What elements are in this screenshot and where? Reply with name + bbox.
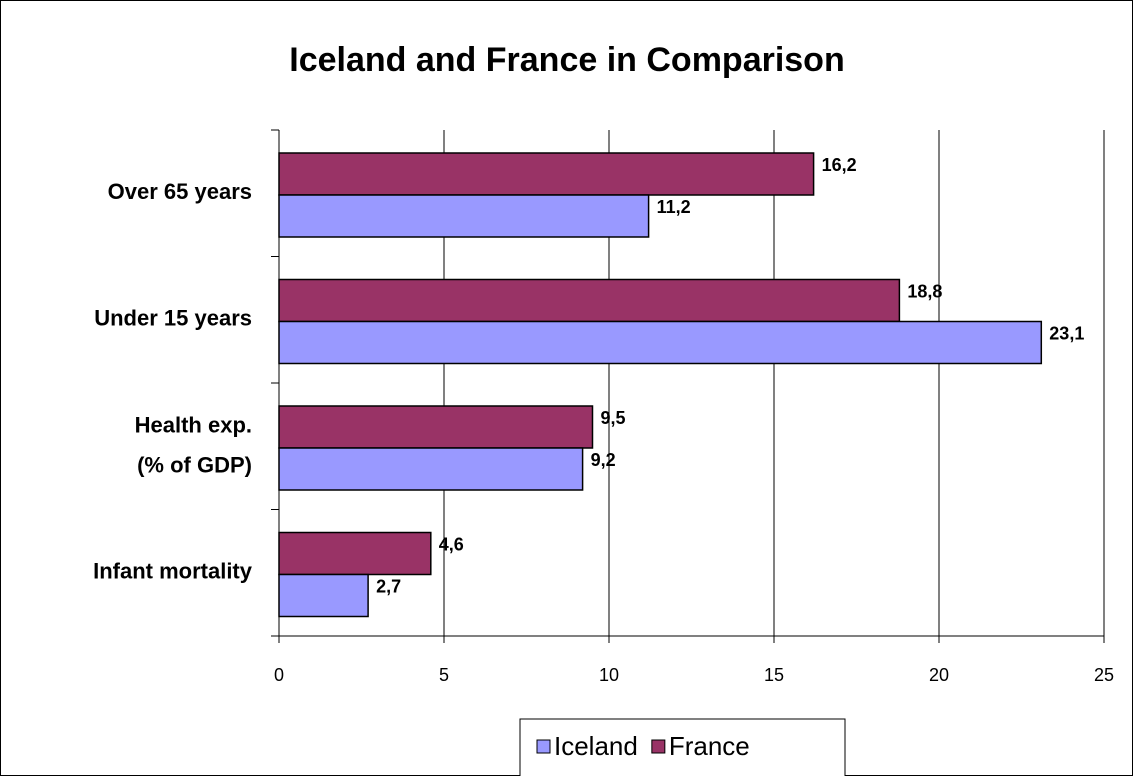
bar (278, 152, 815, 196)
value-label: 4,6 (439, 534, 464, 554)
bar (278, 531, 432, 576)
value-label: 18,8 (907, 281, 942, 301)
value-label: 2,7 (376, 576, 401, 596)
x-tick-label: 20 (929, 665, 949, 685)
label-line: Health exp. (135, 412, 252, 437)
value-label: 11,2 (657, 197, 691, 217)
x-tick-label: 15 (764, 665, 784, 685)
bar (278, 320, 1043, 365)
legend-swatch (536, 739, 551, 754)
x-tick-label: 0 (274, 665, 284, 685)
bar (278, 447, 584, 491)
x-tick-label: 25 (1094, 665, 1114, 685)
value-label: 16,2 (822, 155, 857, 175)
legend-label: Iceland (554, 731, 638, 761)
y-tick-label: Over 65 years (108, 179, 252, 204)
legend-swatch (651, 739, 666, 754)
bar (278, 194, 650, 238)
y-tick-label: Health exp. (% of GDP) (135, 412, 252, 477)
bar (278, 573, 369, 618)
chart-title: Iceland and France in Comparison (289, 41, 844, 79)
value-label: 9,2 (591, 450, 616, 470)
label-line: (% of GDP) (137, 452, 252, 477)
y-tick-label: Infant mortality (93, 559, 253, 584)
bar (278, 278, 901, 323)
x-tick-label: 5 (439, 665, 449, 685)
bar (278, 405, 594, 449)
value-label: 23,1 (1049, 323, 1084, 343)
x-tick-label: 10 (599, 665, 619, 685)
legend-box (519, 718, 846, 776)
y-tick-label: Under 15 years (94, 306, 252, 331)
value-label: 9,5 (601, 408, 626, 428)
legend-label: France (669, 731, 750, 761)
